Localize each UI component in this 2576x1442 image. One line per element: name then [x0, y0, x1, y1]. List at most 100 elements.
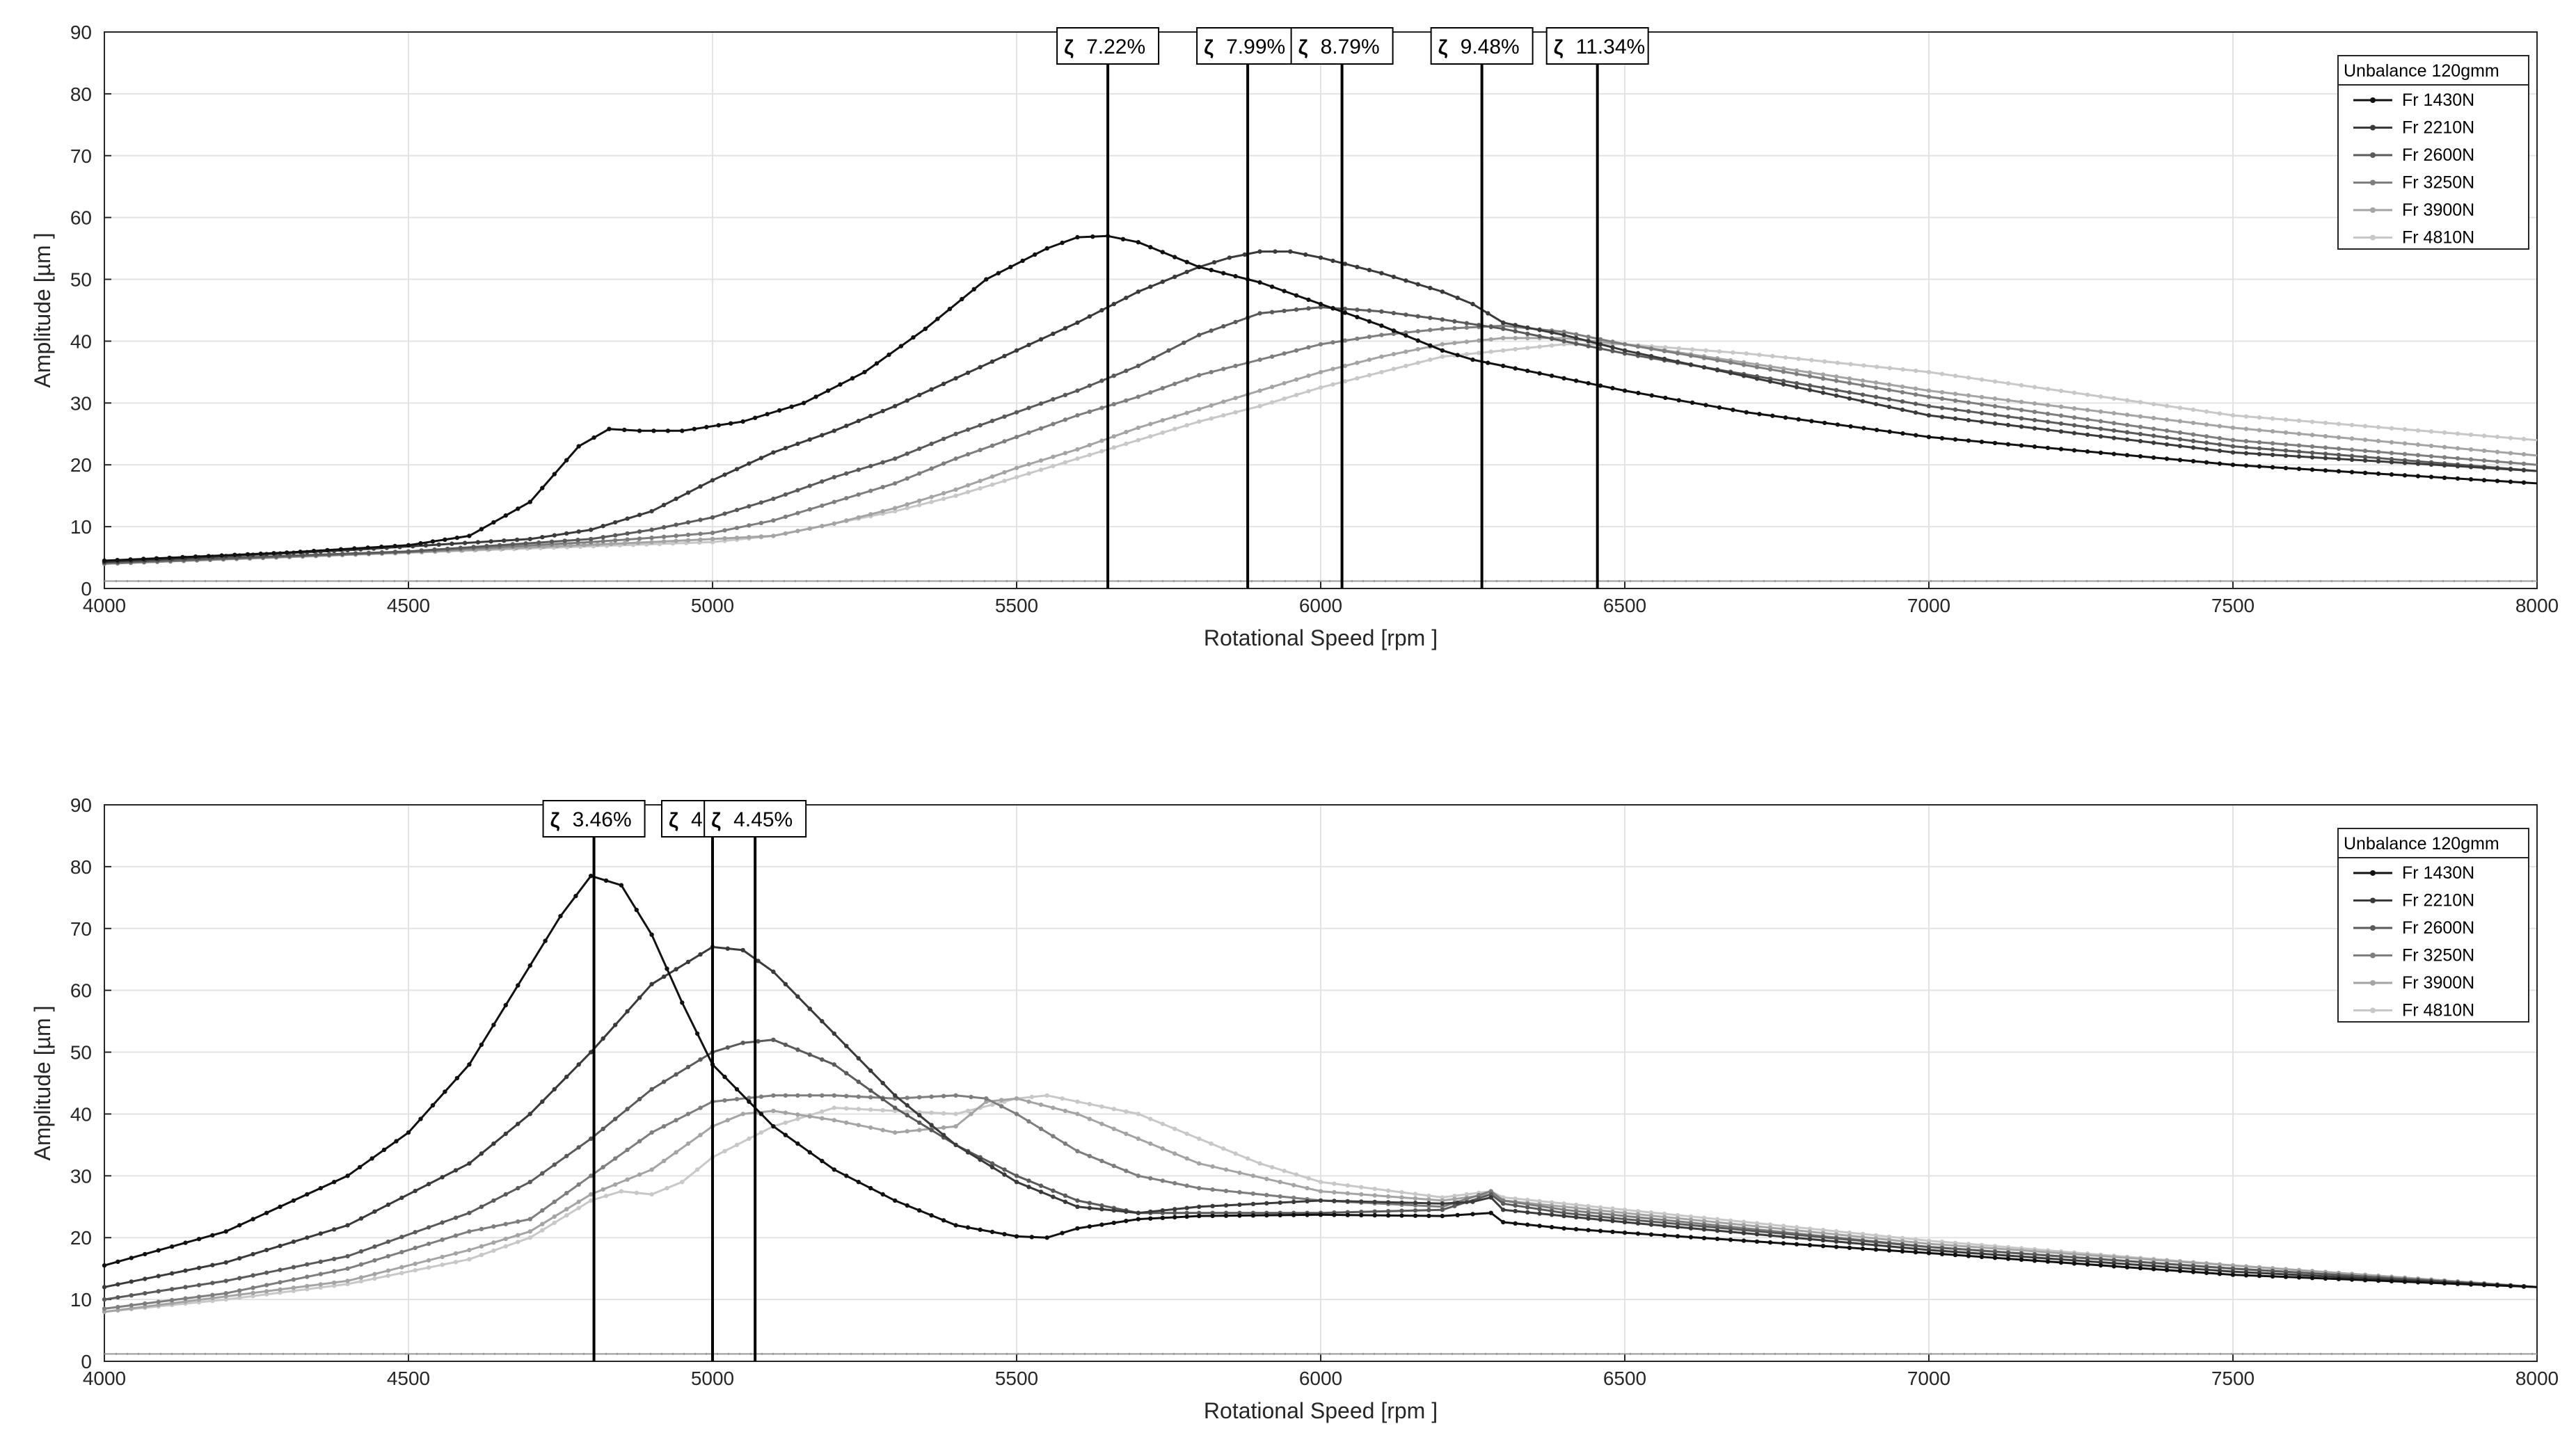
series-point: [1221, 1146, 1226, 1151]
series-point: [1767, 379, 1773, 384]
series-point: [1715, 1217, 1720, 1221]
series-point: [251, 1294, 255, 1299]
series-point: [965, 490, 971, 495]
series-point: [2323, 445, 2328, 450]
series-point: [1197, 373, 1202, 378]
series-point: [1610, 1209, 1615, 1215]
series-point: [2204, 1267, 2209, 1272]
series-point: [969, 1112, 973, 1116]
series-point: [167, 555, 172, 561]
series-point: [318, 1259, 323, 1265]
series-point: [661, 502, 667, 508]
series-point: [2191, 420, 2196, 426]
series-point: [2124, 430, 2130, 435]
series-point: [2230, 450, 2236, 455]
series-point: [1820, 385, 1826, 390]
series-point: [1966, 438, 1971, 443]
series-point: [1294, 348, 1299, 353]
series-point: [264, 1283, 269, 1288]
legend-label: Fr 4810N: [2402, 228, 2474, 248]
series-point: [844, 1120, 849, 1125]
series-point: [1781, 378, 1786, 383]
series-point: [2191, 458, 2196, 464]
series-point: [1861, 363, 1866, 368]
series-point: [1834, 393, 1839, 398]
series-point: [898, 344, 904, 349]
series-point: [807, 483, 813, 488]
series-point: [1767, 1233, 1773, 1238]
series-point: [603, 1194, 609, 1199]
series-point: [1754, 376, 1760, 381]
series-point: [1783, 415, 1788, 420]
series-point: [1160, 1208, 1166, 1213]
series-point: [406, 1130, 411, 1135]
series-point: [2217, 1265, 2223, 1270]
series-point: [783, 531, 788, 536]
series-point: [1306, 297, 1311, 303]
series-point: [777, 408, 782, 413]
series-point: [1399, 1195, 1404, 1200]
series-point: [2309, 419, 2315, 424]
series-point: [1992, 1246, 1998, 1251]
series-point: [674, 967, 678, 972]
series-point: [1184, 1156, 1189, 1161]
series-point: [1452, 340, 1457, 346]
series-point: [1662, 1220, 1667, 1226]
series-point: [2270, 416, 2275, 421]
series-point: [2217, 435, 2223, 441]
series-point: [734, 507, 740, 513]
series-point: [340, 551, 345, 556]
series-point: [2177, 1265, 2183, 1270]
series-point: [503, 1192, 508, 1197]
series-point: [989, 1229, 995, 1235]
series-point: [1886, 1234, 1892, 1240]
series-point: [413, 1188, 418, 1194]
series-point: [2032, 385, 2037, 390]
series-point: [318, 1231, 323, 1236]
series-point: [2191, 438, 2196, 444]
series-point: [2072, 1261, 2077, 1266]
series-point: [725, 1045, 731, 1050]
series-point: [223, 1229, 228, 1234]
series-point: [143, 1291, 148, 1296]
series-point: [1820, 1237, 1826, 1243]
series-line: [104, 337, 2538, 565]
series-point: [1160, 1215, 1166, 1221]
series-point: [685, 1112, 691, 1116]
series-point: [832, 1118, 837, 1123]
series-point: [2323, 451, 2328, 456]
series-point: [1379, 271, 1384, 275]
series-point: [978, 1157, 983, 1162]
series-point: [607, 426, 612, 431]
series-point: [1355, 264, 1360, 269]
series-point: [116, 1304, 120, 1310]
series-point: [674, 1150, 678, 1155]
series-point: [516, 1121, 520, 1126]
series-point: [1282, 380, 1287, 386]
series-point: [2309, 450, 2315, 455]
series-point: [2230, 438, 2236, 442]
series-point: [2376, 1278, 2381, 1283]
series-point: [1075, 1112, 1080, 1116]
series-point: [1794, 1242, 1799, 1247]
series-point: [649, 1087, 654, 1092]
series-point: [2455, 476, 2460, 481]
series-point: [609, 541, 614, 547]
series-point: [1184, 1183, 1189, 1188]
series-point: [2323, 468, 2328, 473]
series-point: [1440, 1213, 1445, 1219]
series-point: [716, 423, 721, 428]
series-point: [1966, 417, 1971, 423]
series-point: [1002, 414, 1007, 419]
series-point: [413, 1261, 418, 1267]
series-point: [753, 415, 758, 420]
series-point: [969, 1094, 973, 1100]
series-point: [1440, 1201, 1445, 1206]
legend-box: [2337, 55, 2529, 250]
series-point: [1688, 1226, 1694, 1231]
series-point: [287, 553, 292, 559]
series-point: [102, 1297, 107, 1302]
series-point: [893, 456, 898, 461]
series-point: [385, 1253, 391, 1259]
series-point: [471, 545, 476, 550]
